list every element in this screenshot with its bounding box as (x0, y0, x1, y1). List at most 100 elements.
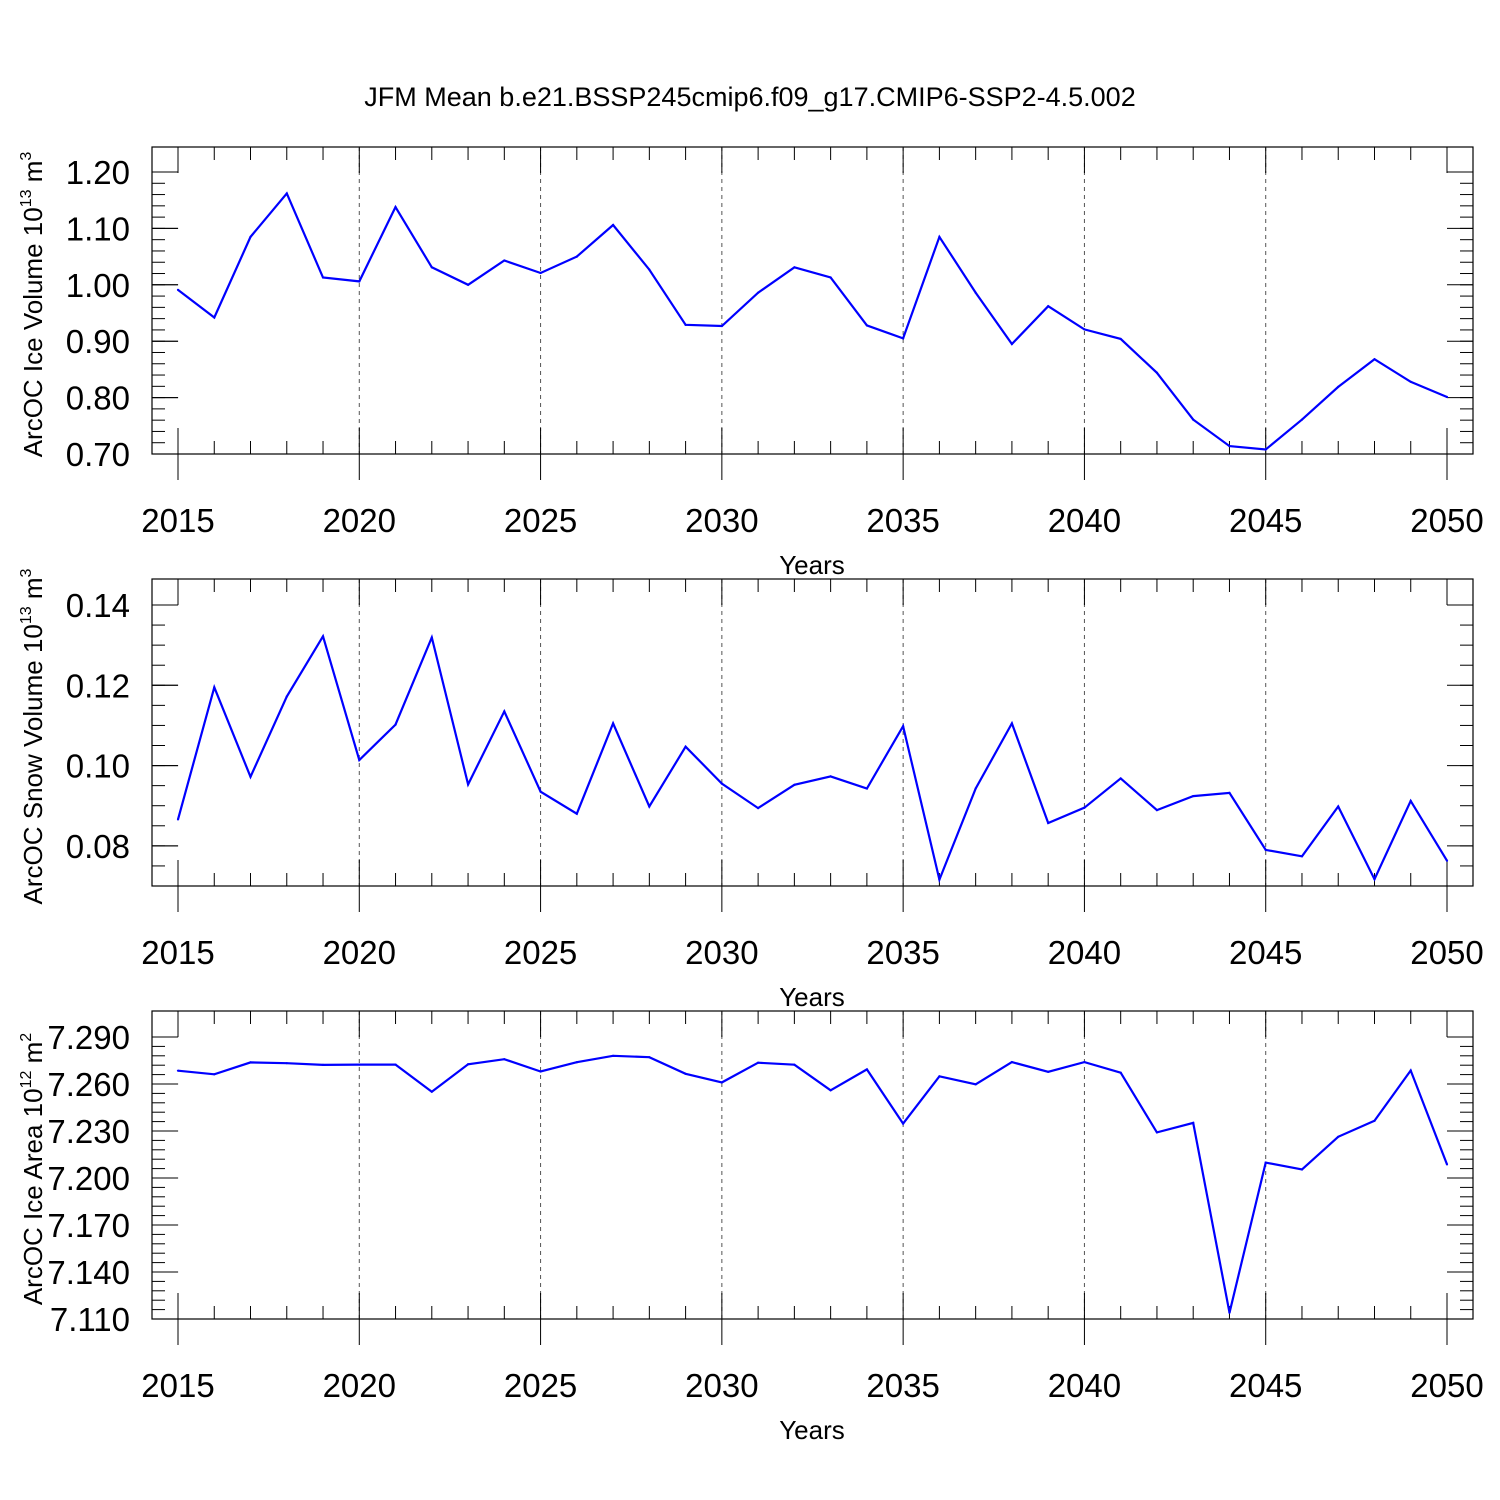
x-tick-label: 2045 (1229, 1367, 1302, 1404)
data-point (1010, 722, 1014, 725)
data-point (1409, 380, 1412, 383)
data-point (1192, 794, 1195, 798)
data-point (1119, 337, 1122, 341)
data-point (249, 1061, 252, 1064)
data-point (1445, 1163, 1449, 1166)
x-tick-label: 2030 (685, 934, 758, 971)
data-point (466, 783, 470, 786)
x-tick-label: 2020 (323, 934, 396, 971)
y-axis-title: ArcOC Ice Volume 1013 m3 (18, 152, 48, 458)
y-tick-label: 7.200 (47, 1160, 130, 1197)
x-tick-label: 2035 (866, 934, 939, 971)
data-point (213, 316, 216, 319)
data-point (394, 723, 397, 726)
x-axis-title: Years (779, 1415, 845, 1445)
data-point (684, 745, 687, 748)
y-axis-title-text: ArcOC Snow Volume 10 (18, 624, 48, 904)
data-point (829, 775, 832, 778)
data-point (575, 812, 578, 815)
data-point (1264, 848, 1267, 851)
data-point (793, 783, 796, 786)
data-point (1228, 445, 1231, 448)
data-point (1337, 1135, 1340, 1138)
data-point (1337, 805, 1340, 808)
data-point (1083, 806, 1086, 809)
data-point (829, 1089, 832, 1092)
data-point (1445, 395, 1449, 399)
data-point (249, 235, 252, 238)
y-axis-title-text: ArcOC Ice Volume 10 (18, 207, 48, 457)
data-point (539, 271, 542, 275)
series-line (177, 191, 1448, 451)
data-point (1445, 859, 1449, 862)
y-axis-title-unit-exponent: 3 (18, 568, 35, 577)
y-axis-title-unit: m (18, 1042, 48, 1071)
x-tick-label: 2050 (1410, 502, 1483, 539)
data-point (1192, 418, 1195, 421)
plot-frame (151, 578, 1474, 887)
x-tick-label: 2030 (685, 1367, 758, 1404)
data-point (1119, 777, 1122, 780)
data-point (648, 268, 651, 271)
data-point (358, 280, 361, 283)
data-point (1409, 1069, 1412, 1072)
x-tick-label: 2035 (866, 502, 939, 539)
data-point (974, 787, 977, 790)
x-tick-label: 2035 (866, 1367, 939, 1404)
x-tick-label: 2020 (323, 1367, 396, 1404)
x-axis-title: Years (779, 550, 845, 580)
data-point (358, 758, 361, 762)
data-point (430, 1090, 433, 1093)
data-point (793, 1063, 796, 1066)
y-axis-title-unit: m (18, 577, 48, 606)
y-tick-label: 7.110 (50, 1301, 130, 1338)
plot-frame (151, 146, 1474, 455)
series-line (176, 633, 1448, 884)
data-point (757, 1061, 760, 1064)
y-tick-label: 0.80 (66, 380, 130, 417)
data-point (865, 324, 868, 327)
data-point (757, 291, 760, 294)
data-point (575, 1061, 578, 1064)
data-point (285, 192, 288, 195)
data-point (829, 276, 832, 279)
y-axis-title-exponent: 12 (18, 1071, 35, 1089)
y-tick-label: 1.00 (66, 267, 130, 304)
data-point (1337, 385, 1340, 388)
data-point (1409, 799, 1412, 802)
x-tick-label: 2045 (1229, 934, 1302, 971)
data-point (938, 878, 941, 881)
y-tick-label: 7.230 (47, 1113, 130, 1150)
x-tick-label: 2025 (504, 502, 577, 539)
x-tick-label: 2025 (504, 1367, 577, 1404)
x-axis-title: Years (779, 982, 845, 1012)
x-tick-label: 2015 (141, 934, 214, 971)
x-tick-label: 2040 (1048, 934, 1121, 971)
data-point (394, 1063, 397, 1066)
data-point (1264, 1161, 1267, 1164)
data-point (1047, 1070, 1050, 1073)
data-point (611, 1054, 615, 1057)
y-tick-label: 0.90 (66, 323, 130, 360)
data-point (213, 686, 216, 689)
data-point (1300, 855, 1304, 858)
y-tick-label: 0.12 (66, 667, 130, 704)
data-point (430, 636, 433, 639)
data-point (213, 1073, 216, 1076)
data-point (648, 805, 651, 808)
data-point (684, 323, 687, 326)
panel-1: 2015 2020 2025 2030 2035 2040 2045 2050 0.70 0.80… (18, 146, 1484, 580)
x-tick-label: 2015 (141, 1367, 214, 1404)
data-point (466, 1063, 470, 1066)
data-point (902, 1122, 905, 1125)
data-point (1373, 358, 1376, 361)
x-tick-label: 2025 (504, 934, 577, 971)
data-point (285, 1062, 288, 1065)
data-point (176, 818, 180, 821)
y-axis-title-unit: m (18, 161, 48, 190)
data-point (1155, 809, 1159, 812)
data-point (1083, 328, 1086, 331)
data-point (430, 266, 433, 269)
data-point (720, 782, 723, 785)
series-line (177, 1054, 1449, 1313)
